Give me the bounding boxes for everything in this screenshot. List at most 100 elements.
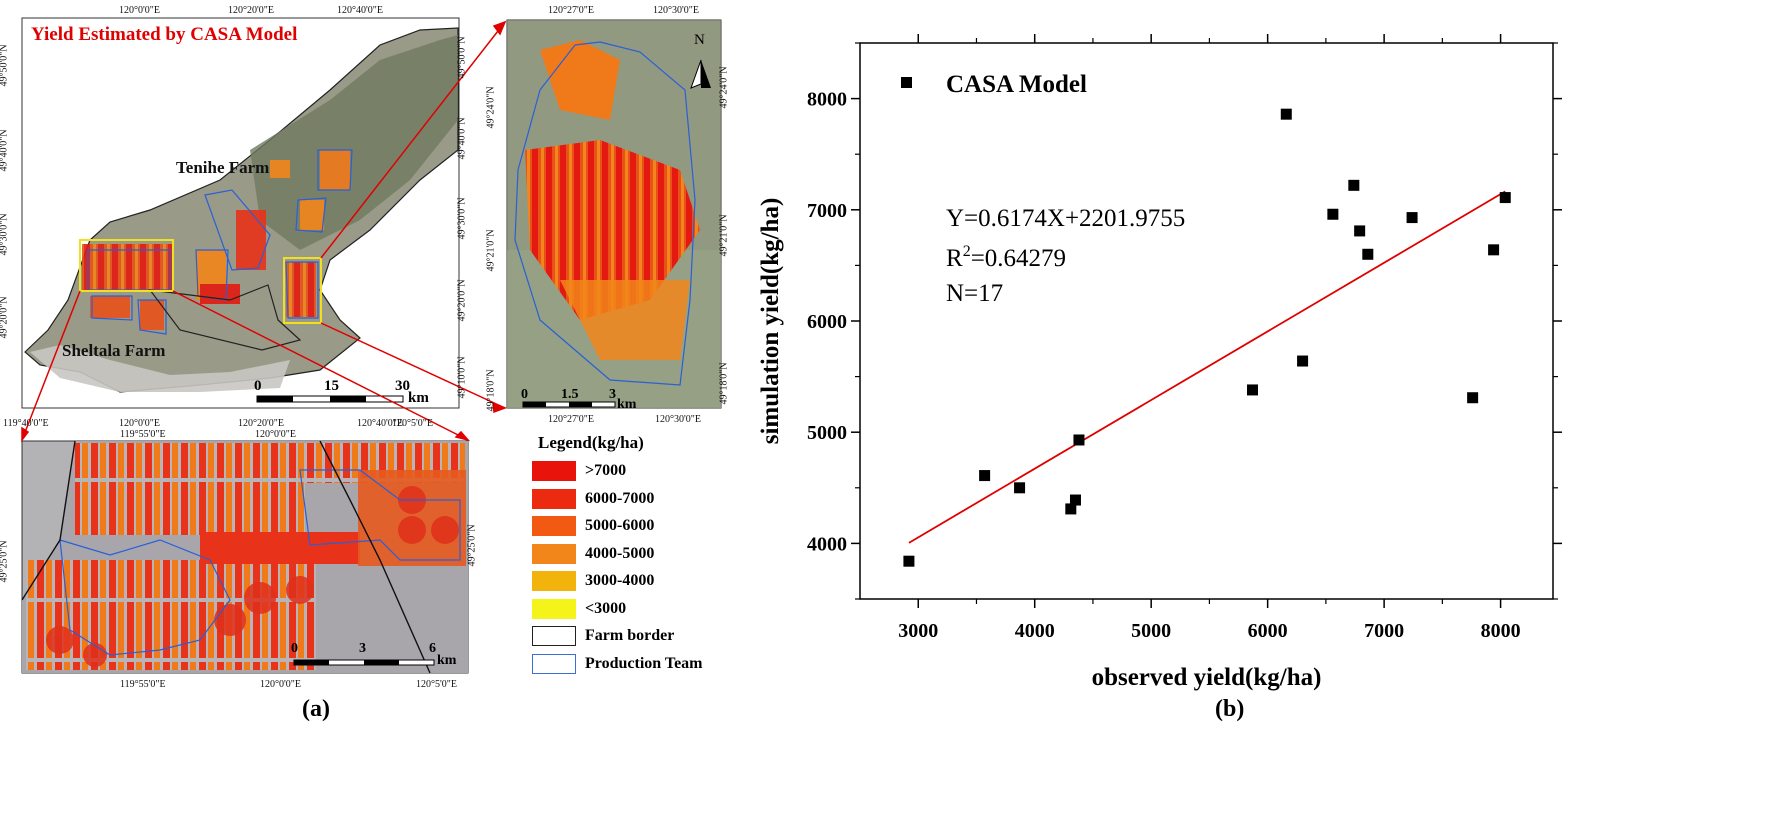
- y-tick-label: 7000: [807, 200, 847, 222]
- lon-label: 120°27'0"E: [548, 414, 594, 425]
- lat-label: 49°21'0"N: [718, 214, 730, 257]
- lat-label: 49°18'0"N: [485, 369, 497, 412]
- panel-label-b: (b): [1215, 696, 1245, 722]
- x-tick-label: 3000: [898, 620, 938, 642]
- map-title: Yield Estimated by CASA Model: [31, 24, 298, 45]
- legend-item-label: <3000: [585, 599, 627, 617]
- lat-label: 49°25'0"N: [0, 540, 10, 583]
- data-point: [1280, 108, 1292, 120]
- lat-label: 49°20'0"N: [456, 279, 468, 322]
- legend-item-label: 5000-6000: [585, 517, 655, 534]
- lat-label: 49°20'0"N: [0, 296, 10, 339]
- lat-label: 49°24'0"N: [718, 66, 730, 109]
- x-tick-label: 6000: [1248, 620, 1288, 642]
- lon-label: 119°40'0"E: [3, 418, 49, 429]
- lon-label: 120°40'0"E: [337, 5, 383, 16]
- scale-unit: km: [617, 397, 637, 412]
- y-axis-label: simulation yield(kg/ha): [757, 198, 784, 445]
- legend-item-label: 4000-5000: [585, 544, 655, 562]
- x-tick-label: 7000: [1364, 620, 1404, 642]
- scale-label: 0: [521, 387, 528, 402]
- north-arrow-icon: N: [694, 32, 705, 48]
- data-point: [1406, 212, 1418, 224]
- lon-label: 120°30'0"E: [655, 414, 701, 425]
- y-tick-label: 5000: [807, 422, 847, 444]
- scale-label: 0: [254, 378, 262, 394]
- fit-line: [908, 190, 1506, 544]
- scale-label: 15: [324, 378, 339, 394]
- lat-label: 49°10'0"N: [456, 356, 468, 399]
- lat-label: 49°50'0"N: [456, 36, 468, 79]
- legend-swatch: [532, 461, 576, 481]
- farm-label-sheltala: Sheltala Farm: [62, 341, 166, 360]
- lat-label: 49°21'0"N: [485, 229, 497, 272]
- x-tick-label: 8000: [1481, 620, 1521, 642]
- legend-swatch: [532, 598, 576, 619]
- lon-label: 120°0'0"E: [260, 679, 301, 690]
- lat-label: 49°40'0"N: [456, 117, 468, 160]
- legend-marker: [901, 77, 912, 88]
- scatter-chart: 3000 4000 5000 6000 7000 8000 4000 5000 6000 7000…: [757, 34, 1562, 691]
- lon-label: 120°27'0"E: [548, 5, 594, 16]
- farm-label-tenihe: Tenihe Farm: [176, 158, 270, 177]
- lon-label: 120°5'0"E: [392, 418, 433, 429]
- legend-swatch: [532, 543, 576, 564]
- data-point: [1362, 248, 1374, 260]
- lon-label: 120°20'0"E: [238, 418, 284, 429]
- scale-label: 3: [359, 641, 366, 656]
- scale-label: 1.5: [561, 387, 579, 402]
- legend-item-label: 6000-7000: [585, 489, 655, 507]
- regression-equation: Y=0.6174X+2201.9755: [946, 205, 1185, 232]
- data-point: [1073, 434, 1085, 446]
- data-point: [1488, 244, 1500, 256]
- y-tick-label: 4000: [807, 533, 847, 555]
- legend-item-label: Production Team: [585, 654, 703, 672]
- legend-item-label: >7000: [585, 462, 627, 479]
- map-panel: [21, 17, 722, 674]
- lon-label: 119°55'0"E: [120, 679, 166, 690]
- lat-label: 49°24'0"N: [485, 86, 497, 129]
- x-tick-label: 5000: [1131, 620, 1171, 642]
- lat-label: 49°30'0"N: [456, 197, 468, 240]
- legend-swatch: [532, 571, 576, 591]
- zoom-connectors: [21, 20, 508, 443]
- lon-label: 120°30'0"E: [653, 5, 699, 16]
- lat-label: 49°50'0"N: [0, 44, 10, 87]
- y-tick-label: 8000: [807, 89, 847, 111]
- data-point: [979, 470, 991, 482]
- lat-label: 49°25'0"N: [466, 524, 478, 567]
- lon-label: 120°0'0"E: [119, 418, 160, 429]
- x-axis-label: observed yield(kg/ha): [1092, 664, 1322, 691]
- r-squared-label: R2=0.64279: [946, 243, 1066, 272]
- lon-label: 119°55'0"E: [120, 429, 166, 440]
- lon-label: 120°0'0"E: [119, 5, 160, 16]
- scale-unit: km: [437, 653, 457, 668]
- scale-label: 6: [429, 641, 436, 656]
- legend-swatch: [532, 516, 576, 536]
- legend-item-label: Farm border: [585, 627, 675, 644]
- lon-label: 120°40'0"E: [357, 418, 403, 429]
- data-point: [1499, 192, 1511, 204]
- lat-label: 49°18'0"N: [718, 362, 730, 405]
- scale-unit: km: [408, 390, 429, 406]
- panel-label-a: (a): [302, 696, 330, 722]
- zoom-box-left: [79, 239, 174, 292]
- legend-title: Legend(kg/ha): [538, 433, 644, 452]
- lon-label: 120°20'0"E: [228, 5, 274, 16]
- legend-swatch: [532, 626, 576, 646]
- data-point: [1348, 179, 1360, 191]
- data-point: [1467, 392, 1479, 404]
- legend-item-label: 3000-4000: [585, 572, 655, 589]
- x-tick-label: 4000: [1015, 620, 1055, 642]
- lat-label: 49°30'0"N: [0, 213, 10, 256]
- scale-label: 3: [609, 387, 616, 402]
- data-point: [1065, 503, 1077, 515]
- scale-label: 30: [395, 378, 410, 394]
- legend-swatch: [532, 488, 576, 509]
- sample-count-label: N=17: [946, 280, 1003, 307]
- y-tick-label: 6000: [807, 311, 847, 333]
- data-point: [1297, 355, 1309, 367]
- lat-label: 49°40'0"N: [0, 129, 10, 172]
- plot-frame: [859, 42, 1554, 600]
- data-point: [1327, 208, 1339, 220]
